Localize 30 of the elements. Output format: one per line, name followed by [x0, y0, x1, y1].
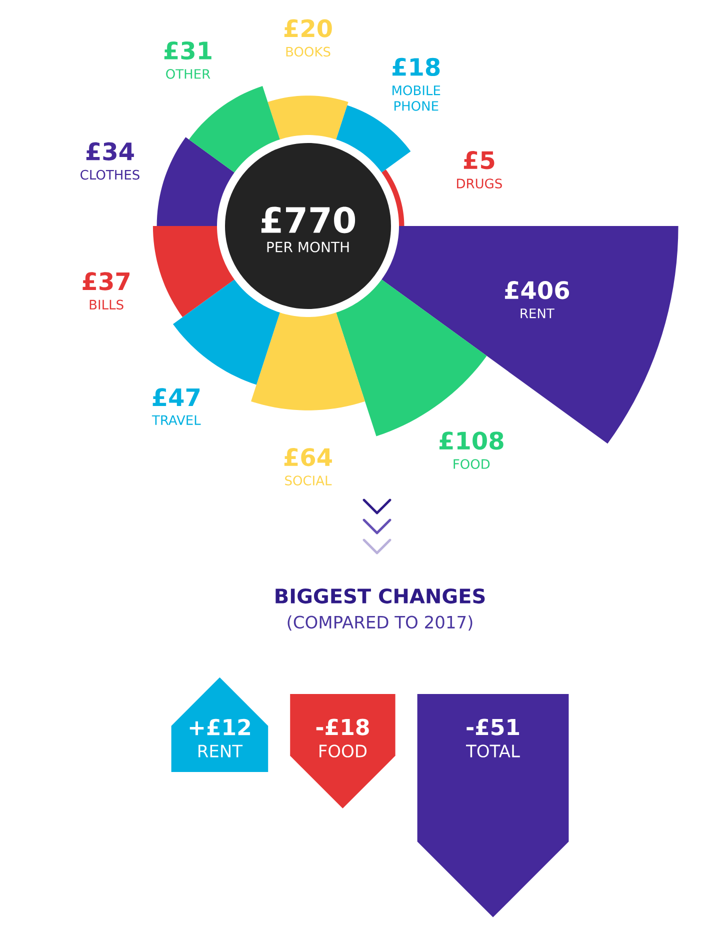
category-label: FOOD [320, 744, 367, 758]
data-label: £18 [392, 58, 440, 76]
text: BIGGEST CHANGES [276, 588, 485, 604]
category-label: DRUGS [457, 178, 502, 188]
category-label: OTHER [166, 69, 210, 79]
text: (COMPARED TO 2017) [288, 615, 472, 631]
data-label: £31 [164, 41, 212, 60]
data-label: £47 [152, 388, 200, 406]
category-label: RENT [520, 308, 554, 318]
data-label: £406 [504, 281, 570, 300]
text: £770 [261, 206, 356, 234]
data-label: £108 [439, 432, 504, 450]
category-label: BOOKS [286, 46, 330, 57]
data-label: £20 [284, 19, 332, 38]
data-label: £5 [464, 151, 494, 170]
category-label: SOCIAL [285, 476, 332, 486]
category-label: CLOTHES [80, 170, 140, 180]
category-label: TOTAL [466, 744, 520, 758]
category-label: BILLS [90, 300, 124, 310]
category-label: TRAVEL [152, 415, 201, 425]
data-label: -£51 [466, 718, 520, 736]
category-label: FOOD [454, 459, 490, 469]
data-label: +£12 [190, 718, 250, 736]
data-label: £64 [284, 448, 332, 466]
data-label: £37 [82, 272, 130, 290]
text: PER MONTH [267, 242, 349, 252]
category-label: RENT [198, 744, 243, 758]
category-label: MOBILE PHONE [392, 85, 440, 111]
data-label: -£18 [316, 718, 369, 736]
data-label: £34 [86, 142, 134, 160]
